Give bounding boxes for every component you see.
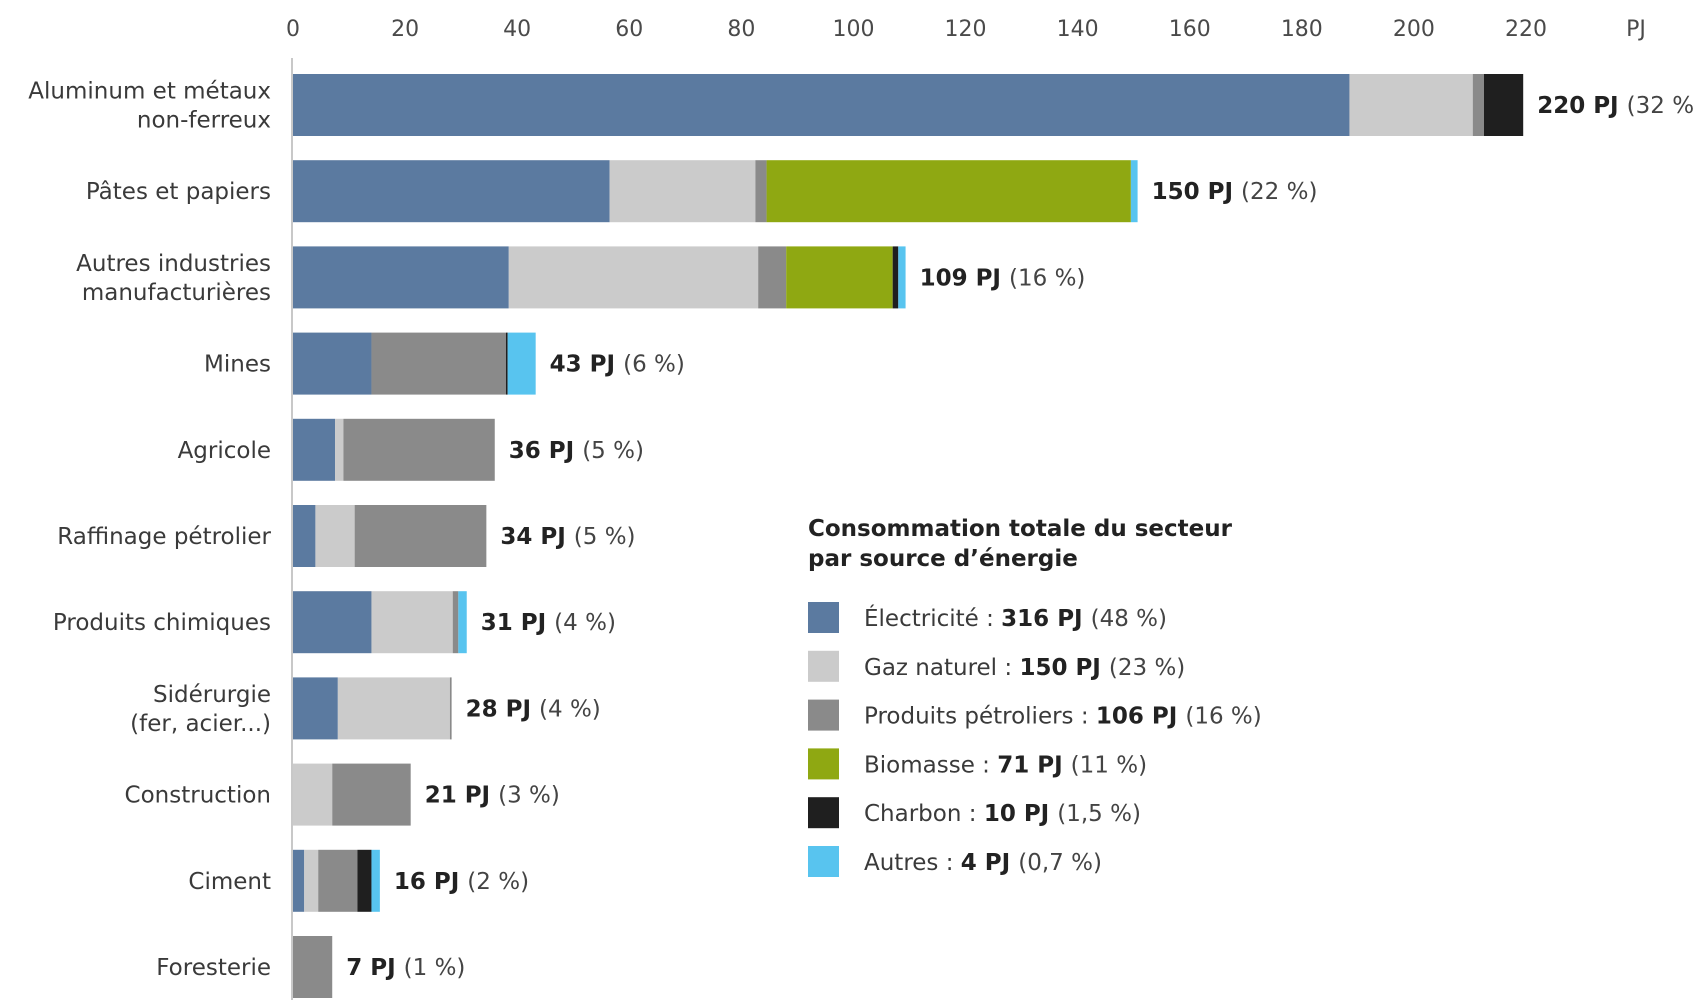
bar-segment-produits-petroliers bbox=[1472, 74, 1484, 136]
bar-segment-electricite bbox=[293, 418, 336, 481]
category-label: Sidérurgie (fer, acier...) bbox=[130, 682, 271, 737]
bar-total-label: 150 PJ (22 %) bbox=[1152, 179, 1318, 205]
bar-total-label: 16 PJ (2 %) bbox=[394, 869, 529, 895]
bar-segment-gaz-naturel bbox=[337, 677, 450, 740]
category-label: Raffinage pétrolier bbox=[57, 524, 271, 550]
legend-item-label: Électricité : 316 PJ (48 %) bbox=[864, 604, 1167, 632]
category-label: Foresterie bbox=[156, 955, 271, 981]
category-label: Pâtes et papiers bbox=[86, 179, 271, 205]
bar-segment-charbon bbox=[505, 332, 508, 395]
x-tick-label: 220 bbox=[1505, 17, 1547, 42]
bar-segment-charbon bbox=[892, 246, 899, 309]
x-tick-label: 100 bbox=[832, 17, 874, 42]
bar-segment-electricite bbox=[293, 677, 338, 740]
legend-item-label: Charbon : 10 PJ (1,5 %) bbox=[864, 801, 1141, 827]
legend-swatch bbox=[808, 797, 839, 829]
bar-total-label: 109 PJ (16 %) bbox=[920, 265, 1086, 291]
bar-segment-produits-petroliers bbox=[449, 677, 452, 740]
x-tick-label: 60 bbox=[615, 17, 643, 42]
category-label: Autres industries manufacturières bbox=[76, 251, 271, 306]
legend-item-label: Gaz naturel : 150 PJ (23 %) bbox=[864, 655, 1185, 681]
bar-segment-electricite bbox=[293, 332, 372, 395]
bar-segment-produits-petroliers bbox=[343, 418, 495, 481]
bar-segment-electricite bbox=[293, 849, 305, 912]
category-label: Agricole bbox=[178, 438, 271, 464]
legend-swatch bbox=[808, 748, 839, 780]
category-label: Produits chimiques bbox=[53, 610, 271, 636]
bar-segment-produits-petroliers bbox=[758, 246, 787, 309]
bar-segment-gaz-naturel bbox=[371, 591, 453, 654]
bar-segment-produits-petroliers bbox=[332, 763, 411, 826]
legend-item-label: Biomasse : 71 PJ (11 %) bbox=[864, 752, 1147, 778]
category-label: Ciment bbox=[188, 869, 271, 895]
bar-segment-gaz-naturel bbox=[304, 849, 319, 912]
bar-segment-biomasse bbox=[786, 246, 893, 309]
x-tick-label: 120 bbox=[945, 17, 987, 42]
bar-segment-gaz-naturel bbox=[609, 160, 756, 223]
bar-segment-electricite bbox=[293, 160, 610, 223]
x-axis-unit: PJ bbox=[1626, 17, 1646, 42]
legend-swatch bbox=[808, 602, 839, 633]
x-tick-label: 80 bbox=[727, 17, 755, 42]
bar-segment-gaz-naturel bbox=[315, 505, 355, 567]
x-tick-label: 20 bbox=[391, 17, 419, 42]
bar-segment-produits-petroliers bbox=[293, 936, 333, 998]
legend-swatch bbox=[808, 699, 839, 731]
bar-segment-produits-petroliers bbox=[452, 591, 459, 654]
x-tick-label: 40 bbox=[503, 17, 531, 42]
bar-total-label: 21 PJ (3 %) bbox=[425, 783, 560, 809]
bar-segment-produits-petroliers bbox=[354, 505, 487, 567]
bar-segment-gaz-naturel bbox=[293, 763, 333, 826]
bar-total-label: 34 PJ (5 %) bbox=[500, 524, 635, 550]
bar-total-label: 220 PJ (32 %) bbox=[1537, 93, 1694, 119]
bar-segment-autres bbox=[458, 591, 467, 654]
legend-swatch bbox=[808, 846, 839, 877]
legend-swatch bbox=[808, 650, 839, 682]
legend-item-label: Autres : 4 PJ (0,7 %) bbox=[864, 850, 1102, 876]
bar-total-label: 36 PJ (5 %) bbox=[509, 438, 644, 464]
bar-total-label: 7 PJ (1 %) bbox=[346, 955, 465, 981]
category-label: Aluminum et métaux non-ferreux bbox=[28, 79, 271, 134]
bar-segment-electricite bbox=[293, 591, 372, 654]
bar-segment-electricite bbox=[293, 505, 316, 567]
legend-item-label: Produits pétroliers : 106 PJ (16 %) bbox=[864, 704, 1262, 730]
bar-segment-autres bbox=[1130, 160, 1138, 223]
x-tick-label: 160 bbox=[1169, 17, 1211, 42]
bar-segment-gaz-naturel bbox=[1349, 74, 1473, 136]
bar-segment-electricite bbox=[293, 246, 509, 309]
legend-title: Consommation totale du secteur par source… bbox=[808, 516, 1233, 572]
x-tick-label: 200 bbox=[1393, 17, 1435, 42]
bar-segment-produits-petroliers bbox=[755, 160, 767, 223]
bar-segment-produits-petroliers bbox=[318, 849, 358, 912]
bar-total-label: 43 PJ (6 %) bbox=[550, 352, 685, 378]
bar-segment-charbon bbox=[357, 849, 372, 912]
x-tick-label: 140 bbox=[1057, 17, 1099, 42]
category-label: Mines bbox=[204, 352, 271, 378]
bar-segment-autres bbox=[371, 849, 380, 912]
bar-segment-gaz-naturel bbox=[335, 418, 344, 481]
bar-segment-biomasse bbox=[766, 160, 1131, 223]
x-tick-label: 180 bbox=[1281, 17, 1323, 42]
bar-total-label: 31 PJ (4 %) bbox=[481, 610, 616, 636]
category-label: Construction bbox=[125, 783, 271, 809]
bar-segment-autres bbox=[898, 246, 906, 309]
x-tick-label: 0 bbox=[286, 17, 300, 42]
bar-segment-electricite bbox=[293, 74, 1350, 136]
bar-segment-autres bbox=[507, 332, 536, 395]
bar-segment-charbon bbox=[1483, 74, 1524, 136]
bar-segment-gaz-naturel bbox=[508, 246, 759, 309]
bar-total-label: 28 PJ (4 %) bbox=[466, 696, 601, 722]
bar-segment-produits-petroliers bbox=[371, 332, 506, 395]
